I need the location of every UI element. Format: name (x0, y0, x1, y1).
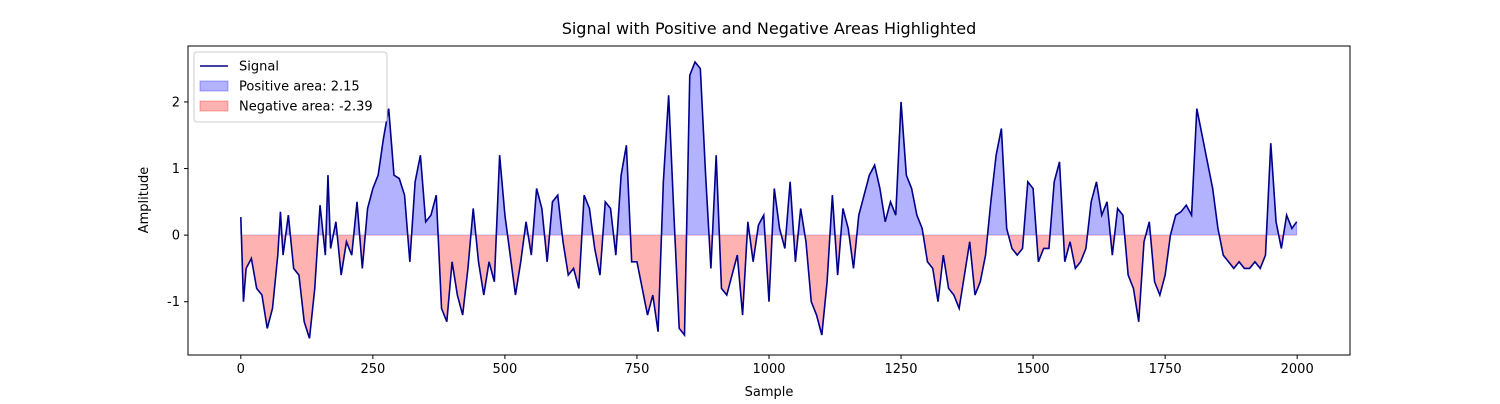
legend-patch (199, 80, 229, 92)
legend-label: Negative area: -2.39 (239, 100, 373, 115)
plot-frame (187, 45, 1351, 356)
legend-box (193, 51, 388, 123)
y-tick-label: 2 (172, 95, 180, 110)
x-tick-label: 1250 (884, 362, 917, 377)
signal-line (240, 60, 1298, 339)
x-tick-label: 250 (360, 362, 385, 377)
y-tick-label: 1 (172, 162, 180, 177)
chart-title: Signal with Positive and Negative Areas … (562, 19, 977, 38)
y-tick-label: -1 (167, 295, 180, 310)
x-tick-label: 750 (625, 362, 650, 377)
x-tick-label: 1500 (1017, 362, 1050, 377)
x-tick-label: 0 (237, 362, 245, 377)
y-tick-label: 0 (172, 229, 180, 244)
x-tick-label: 1750 (1149, 362, 1182, 377)
legend-patch (199, 100, 229, 112)
legend-label: Positive area: 2.15 (239, 80, 360, 95)
x-tick-label: 2000 (1281, 362, 1314, 377)
x-tick-label: 500 (492, 362, 517, 377)
x-tick-label: 1000 (752, 362, 785, 377)
y-axis-label: Amplitude (137, 167, 152, 234)
legend-label: Signal (239, 60, 279, 75)
x-axis-label: Sample (745, 385, 794, 400)
